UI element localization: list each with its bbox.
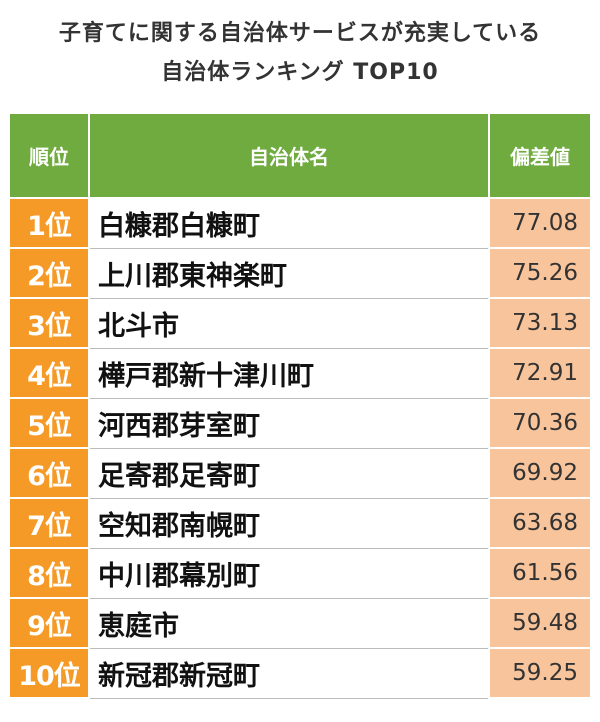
- rank-cell: 5位: [8, 397, 90, 449]
- rank-cell: 1位: [8, 197, 90, 249]
- municipality-name: 白糠郡白糠町: [88, 197, 490, 249]
- deviation-score: 63.68: [488, 497, 592, 549]
- table-row: 9位 恵庭市 59.48: [8, 597, 592, 649]
- municipality-name: 中川郡幕別町: [88, 547, 490, 599]
- deviation-score: 72.91: [488, 347, 592, 399]
- municipality-name: 樺戸郡新十津川町: [88, 347, 490, 399]
- municipality-name: 新冠郡新冠町: [88, 647, 490, 699]
- table-row: 2位 上川郡東神楽町 75.26: [8, 247, 592, 299]
- rank-cell: 7位: [8, 497, 90, 549]
- rank-cell: 3位: [8, 297, 90, 349]
- table-row: 3位 北斗市 73.13: [8, 297, 592, 349]
- header-score: 偏差値: [488, 112, 592, 199]
- rank-cell: 2位: [8, 247, 90, 299]
- deviation-score: 61.56: [488, 547, 592, 599]
- table-row: 6位 足寄郡足寄町 69.92: [8, 447, 592, 499]
- rank-cell: 4位: [8, 347, 90, 399]
- municipality-name: 空知郡南幌町: [88, 497, 490, 549]
- table-row: 10位 新冠郡新冠町 59.25: [8, 647, 592, 699]
- rank-cell: 10位: [8, 647, 90, 699]
- rank-cell: 6位: [8, 447, 90, 499]
- deviation-score: 75.26: [488, 247, 592, 299]
- rank-cell: 9位: [8, 597, 90, 649]
- title-block: 子育てに関する自治体サービスが充実している 自治体ランキング TOP10: [0, 0, 600, 92]
- table-row: 4位 樺戸郡新十津川町 72.91: [8, 347, 592, 399]
- deviation-score: 59.25: [488, 647, 592, 699]
- deviation-score: 77.08: [488, 197, 592, 249]
- municipality-name: 北斗市: [88, 297, 490, 349]
- rank-cell: 8位: [8, 547, 90, 599]
- table-row: 8位 中川郡幕別町 61.56: [8, 547, 592, 599]
- header-rank: 順位: [8, 112, 90, 199]
- table-row: 1位 白糠郡白糠町 77.08: [8, 197, 592, 249]
- municipality-name: 河西郡芽室町: [88, 397, 490, 449]
- header-name: 自治体名: [88, 112, 490, 199]
- deviation-score: 70.36: [488, 397, 592, 449]
- deviation-score: 69.92: [488, 447, 592, 499]
- page-title-line2: 自治体ランキング TOP10: [161, 60, 439, 85]
- table-row: 5位 河西郡芽室町 70.36: [8, 397, 592, 449]
- municipality-name: 足寄郡足寄町: [88, 447, 490, 499]
- deviation-score: 73.13: [488, 297, 592, 349]
- municipality-name: 恵庭市: [88, 597, 490, 649]
- table-header-row: 順位 自治体名 偏差値: [8, 112, 592, 199]
- deviation-score: 59.48: [488, 597, 592, 649]
- page-title-line1: 子育てに関する自治体サービスが充実している: [58, 21, 542, 46]
- ranking-table: 順位 自治体名 偏差値 1位 白糠郡白糠町 77.08 2位 上川郡東神楽町 7…: [8, 112, 592, 699]
- municipality-name: 上川郡東神楽町: [88, 247, 490, 299]
- table-row: 7位 空知郡南幌町 63.68: [8, 497, 592, 549]
